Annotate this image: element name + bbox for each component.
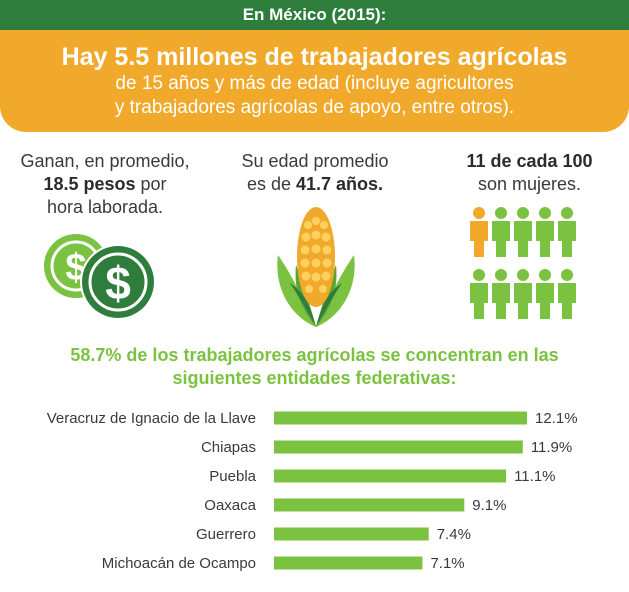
wage-stat-line-2: 18.5 pesos por: [0, 173, 210, 196]
age-stat-line-1: Su edad promedio: [241, 151, 389, 171]
wage-stat: Ganan, en promedio, 18.5 pesos por hora …: [0, 150, 210, 219]
header-title: En México (2015):: [0, 0, 629, 30]
headline-subtitle-line-2: y trabajadores agrícolas de apoyo, entre…: [114, 97, 515, 118]
bar-label: Veracruz de Ignacio de la Llave: [47, 410, 256, 427]
bar-value-label: 11.1%: [514, 468, 555, 485]
person-icon: [536, 269, 554, 319]
person-icon: [470, 269, 488, 319]
bar: [274, 556, 423, 570]
age-stat-prefix: es de: [246, 174, 296, 194]
chart-title-line-1: 58.7% de los trabajadores agrícolas se c…: [70, 345, 559, 365]
person-icon: [492, 207, 510, 257]
person-icon: [558, 269, 576, 319]
bar-label: Chiapas: [201, 439, 256, 456]
person-icon: [492, 269, 510, 319]
corn-icon: [277, 207, 355, 327]
women-stat-line-2: son mujeres.: [477, 174, 582, 194]
wage-stat-line-3: hora laborada.: [46, 197, 164, 217]
bar-value-label: 11.9%: [531, 439, 572, 456]
bar-chart: Veracruz de Ignacio de la Llave 12.1% Chia…: [47, 410, 578, 572]
women-stat-line-1: 11 de cada 100: [430, 150, 629, 173]
headline-banner: Hay 5.5 millones de trabajadores agrícol…: [0, 30, 629, 132]
bar: [274, 498, 465, 512]
bar-value-label: 7.1%: [430, 555, 464, 572]
bar-value-label: 7.4%: [437, 526, 471, 543]
bar: [274, 440, 523, 454]
person-icon: [514, 269, 532, 319]
bar-value-label: 12.1%: [535, 410, 578, 427]
bar-label: Michoacán de Ocampo: [102, 555, 256, 572]
bar: [274, 411, 527, 425]
person-icon: [536, 207, 554, 257]
dollar-coins-icon: $ $: [44, 234, 156, 320]
bar: [274, 527, 429, 541]
age-stat-line-2: es de 41.7 años.: [220, 173, 410, 196]
people-icon: [470, 207, 576, 319]
headline: Hay 5.5 millones de trabajadores agrícol…: [61, 43, 568, 71]
bar-label: Puebla: [209, 468, 256, 485]
wage-value: 18.5 pesos: [43, 174, 136, 194]
age-stat: Su edad promedio es de 41.7 años.: [220, 150, 410, 196]
bar-label: Guerrero: [196, 526, 256, 543]
person-icon: [558, 207, 576, 257]
headline-subtitle-line-1: de 15 años y más de edad (incluye agricu…: [115, 73, 514, 94]
chart-title: 58.7% de los trabajadores agrícolas se c…: [0, 344, 629, 390]
svg-text:$: $: [105, 257, 131, 309]
bar-label: Oaxaca: [204, 497, 256, 514]
person-icon-woman: [470, 207, 488, 257]
age-value: 41.7 años.: [296, 174, 384, 194]
wage-stat-suffix: por: [135, 174, 167, 194]
bar: [274, 469, 507, 483]
wage-stat-line-1: Ganan, en promedio,: [20, 151, 190, 171]
women-stat: 11 de cada 100 son mujeres.: [430, 150, 629, 196]
bar-value-label: 9.1%: [472, 497, 506, 514]
chart-title-line-2: siguientes entidades federativas:: [172, 368, 457, 388]
women-value: 11 de cada 100: [466, 151, 593, 171]
person-icon: [514, 207, 532, 257]
